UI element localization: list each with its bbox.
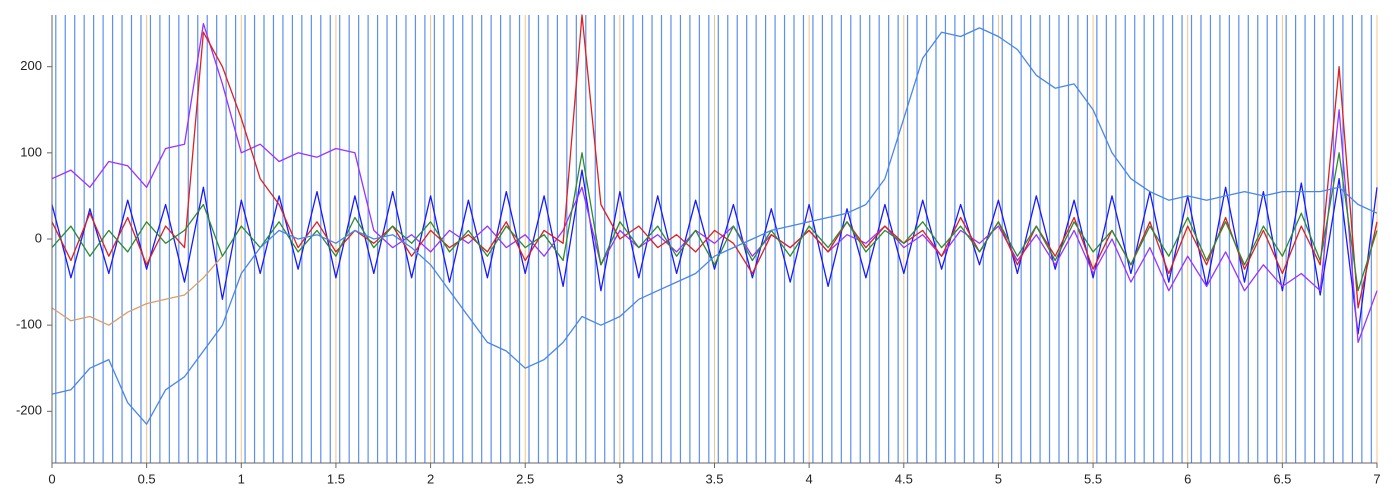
x-tick-label: 5 (995, 471, 1002, 486)
y-tick-label: 200 (20, 58, 42, 73)
series-line (51, 14, 1378, 309)
x-tick-label: 1 (238, 471, 245, 486)
x-tick-label: 6 (1184, 471, 1191, 486)
x-tick-label: 1.5 (327, 471, 345, 486)
series-line (51, 27, 1378, 425)
x-tick-label: 0.5 (138, 471, 156, 486)
x-tick-label: 4 (806, 471, 813, 486)
series-layer (51, 14, 1378, 425)
series-line (51, 22, 1378, 344)
x-tick-label: 4.5 (895, 471, 913, 486)
y-tick-label: 100 (20, 144, 42, 159)
x-tick-label: 3 (616, 471, 623, 486)
x-tick-label: 2.5 (516, 471, 534, 486)
axes-layer: 0 0.5 1 1.5 2 2.5 3 3.5 4 4.5 5 5.5 6 6.5 7 -200 -100 0 10… (16, 15, 1381, 486)
grid-layer (51, 15, 1378, 463)
y-tick-label: -100 (16, 317, 42, 332)
y-tick-label: -200 (16, 403, 42, 418)
x-tick-label: 0 (48, 471, 55, 486)
x-tick-label: 5.5 (1084, 471, 1102, 486)
x-tick-label: 3.5 (705, 471, 723, 486)
x-tick-label: 7 (1373, 471, 1380, 486)
series-line (51, 152, 1378, 292)
series-line (51, 169, 1378, 335)
y-tick-label: 0 (35, 230, 42, 245)
series-line (51, 255, 223, 326)
x-tick-label: 6.5 (1273, 471, 1291, 486)
x-tick-label: 2 (427, 471, 434, 486)
